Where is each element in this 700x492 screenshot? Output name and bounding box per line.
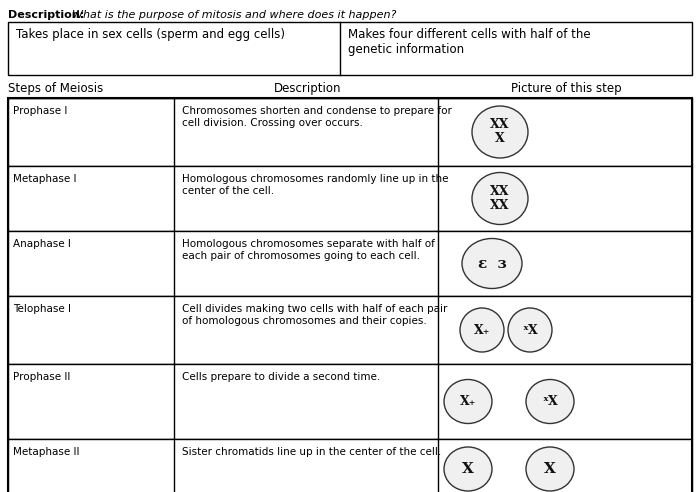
Ellipse shape xyxy=(526,379,574,424)
Text: Cells prepare to divide a second time.: Cells prepare to divide a second time. xyxy=(182,372,380,382)
Text: X: X xyxy=(544,462,556,476)
Text: What is the purpose of mitosis and where does it happen?: What is the purpose of mitosis and where… xyxy=(72,10,396,20)
Text: ˣX: ˣX xyxy=(522,324,538,337)
Text: Description: Description xyxy=(274,82,342,95)
Text: Picture of this step: Picture of this step xyxy=(511,82,622,95)
FancyBboxPatch shape xyxy=(8,296,692,364)
Text: Steps of Meiosis: Steps of Meiosis xyxy=(8,82,104,95)
Text: Takes place in sex cells (sperm and egg cells): Takes place in sex cells (sperm and egg … xyxy=(16,28,285,41)
Ellipse shape xyxy=(444,447,492,491)
Text: ε  ɜ: ε ɜ xyxy=(478,256,506,271)
Ellipse shape xyxy=(444,379,492,424)
Text: XX
X: XX X xyxy=(490,119,510,146)
Text: XX
XX: XX XX xyxy=(490,185,510,212)
Ellipse shape xyxy=(472,173,528,224)
Text: Homologous chromosomes separate with half of
each pair of chromosomes going to e: Homologous chromosomes separate with hal… xyxy=(182,239,435,261)
Text: X₊: X₊ xyxy=(474,324,490,337)
Text: Metaphase II: Metaphase II xyxy=(13,447,80,457)
Text: Prophase I: Prophase I xyxy=(13,106,67,116)
Text: Description:: Description: xyxy=(8,10,84,20)
Ellipse shape xyxy=(472,106,528,158)
Text: Sister chromatids line up in the center of the cell.: Sister chromatids line up in the center … xyxy=(182,447,441,457)
FancyBboxPatch shape xyxy=(8,439,692,492)
Text: Metaphase I: Metaphase I xyxy=(13,174,76,184)
Text: Chromosomes shorten and condense to prepare for
cell division. Crossing over occ: Chromosomes shorten and condense to prep… xyxy=(182,106,452,127)
Ellipse shape xyxy=(526,447,574,491)
Text: Cell divides making two cells with half of each pair
of homologous chromosomes a: Cell divides making two cells with half … xyxy=(182,304,447,326)
Text: Anaphase I: Anaphase I xyxy=(13,239,71,249)
FancyBboxPatch shape xyxy=(8,22,692,75)
Text: Makes four different cells with half of the
genetic information: Makes four different cells with half of … xyxy=(348,28,591,56)
FancyBboxPatch shape xyxy=(8,166,692,231)
Text: X₊: X₊ xyxy=(460,395,476,408)
Text: Prophase II: Prophase II xyxy=(13,372,71,382)
Ellipse shape xyxy=(508,308,552,352)
Text: ˣX: ˣX xyxy=(542,395,558,408)
FancyBboxPatch shape xyxy=(8,364,692,439)
FancyBboxPatch shape xyxy=(8,98,692,166)
Text: Telophase I: Telophase I xyxy=(13,304,71,314)
Ellipse shape xyxy=(460,308,504,352)
Text: X: X xyxy=(462,462,474,476)
Ellipse shape xyxy=(462,239,522,288)
Text: Homologous chromosomes randomly line up in the
center of the cell.: Homologous chromosomes randomly line up … xyxy=(182,174,449,196)
FancyBboxPatch shape xyxy=(8,231,692,296)
